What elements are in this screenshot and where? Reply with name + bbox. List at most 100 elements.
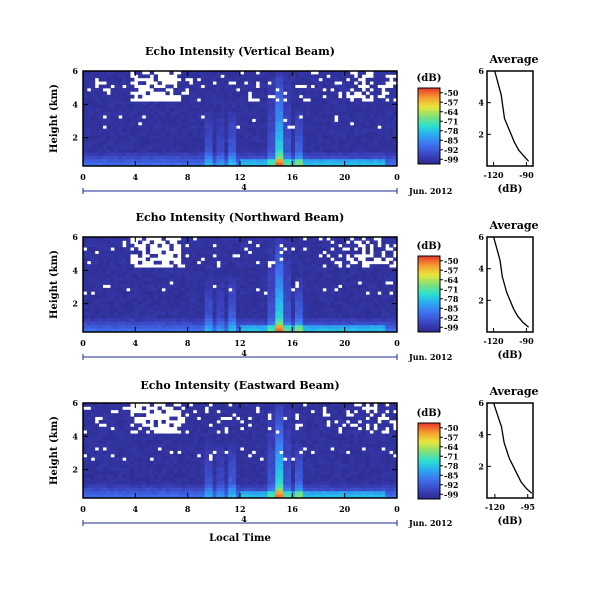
heatmap-cell <box>298 111 304 116</box>
heatmap-cell <box>83 237 88 241</box>
heatmap-cell <box>169 135 174 140</box>
heatmap-cell <box>110 301 115 306</box>
heatmap-cell <box>122 321 127 326</box>
heatmap-cell <box>326 308 331 313</box>
heatmap-cell <box>385 287 390 292</box>
heatmap-cell <box>349 138 355 143</box>
heatmap-cell <box>365 433 370 438</box>
heatmap-cell <box>314 328 319 333</box>
heatmap-cell <box>294 287 300 292</box>
heatmap-cell <box>334 423 339 428</box>
heatmap-cell <box>302 426 308 431</box>
heatmap-cell <box>118 128 123 133</box>
heatmap-cell <box>126 81 131 85</box>
heatmap-cell <box>243 149 249 153</box>
heatmap-cell <box>275 328 280 333</box>
heatmap-cell <box>102 318 107 323</box>
heatmap-cell <box>247 321 253 326</box>
heatmap-cell <box>83 419 88 424</box>
heatmap-cell <box>279 74 284 79</box>
heatmap-cell <box>173 135 178 140</box>
heatmap-cell <box>263 284 268 289</box>
heatmap-cell <box>345 152 351 157</box>
heatmap-cell <box>279 98 284 102</box>
heatmap-cell <box>342 416 347 421</box>
heatmap-cell <box>161 321 166 326</box>
heatmap-cell <box>259 135 264 140</box>
heatmap-cell <box>385 111 390 116</box>
heatmap-cell <box>291 325 296 329</box>
heatmap-cell <box>271 274 276 279</box>
heatmap-cell <box>349 152 355 157</box>
heatmap-cell <box>275 264 280 268</box>
heatmap-cell <box>243 291 249 296</box>
heatmap-cell <box>224 243 229 248</box>
heatmap-cell <box>279 277 284 282</box>
heatmap-cell <box>342 311 347 316</box>
heatmap-cell <box>90 128 96 133</box>
heatmap-cell <box>267 270 272 275</box>
heatmap-cell <box>94 426 100 431</box>
heatmap-cell <box>204 264 210 268</box>
heatmap-cell <box>161 152 166 157</box>
heatmap-cell <box>279 247 284 251</box>
heatmap-cell <box>275 294 280 299</box>
heatmap-cell <box>83 118 88 123</box>
heatmap-cell <box>263 77 268 82</box>
heatmap-cell <box>271 281 276 285</box>
heatmap-cell <box>137 308 143 313</box>
heatmap-cell <box>161 301 166 306</box>
heatmap-cell <box>287 291 292 296</box>
heatmap-cell <box>334 125 339 130</box>
heatmap-cell <box>283 270 288 275</box>
heatmap-cell <box>204 253 210 258</box>
heatmap-cell <box>83 321 88 326</box>
heatmap-cell <box>283 128 288 133</box>
heatmap-cell <box>200 260 206 265</box>
heatmap-cell <box>228 77 233 82</box>
heatmap-cell <box>302 260 308 265</box>
heatmap-cell <box>98 281 104 285</box>
heatmap-cell <box>204 94 210 99</box>
heatmap-cell <box>349 101 355 106</box>
heatmap-cell <box>145 250 151 255</box>
heatmap-cell <box>126 281 131 285</box>
heatmap-cell <box>361 138 367 143</box>
heatmap-cell <box>373 247 378 251</box>
heatmap-cell <box>318 98 323 102</box>
heatmap-cell <box>310 436 315 441</box>
heatmap-cell <box>283 413 288 417</box>
heatmap-cell <box>310 281 315 285</box>
heatmap-cell <box>220 159 225 163</box>
heatmap-cell <box>102 247 107 251</box>
heatmap-cell <box>232 243 237 248</box>
heatmap-cell <box>192 281 198 285</box>
heatmap-cell <box>389 128 394 133</box>
heatmap-cell <box>326 77 331 82</box>
heatmap-cell <box>114 260 119 265</box>
heatmap-cell <box>263 315 268 319</box>
heatmap-cell <box>192 436 198 441</box>
heatmap-cell <box>118 409 123 414</box>
heatmap-cell <box>240 270 245 275</box>
heatmap-cell <box>196 71 202 75</box>
heatmap-cell <box>381 115 386 119</box>
heatmap-cell <box>385 413 390 417</box>
heatmap-cell <box>267 436 272 441</box>
heatmap-cell <box>145 294 151 299</box>
heatmap-cell <box>279 135 284 140</box>
heatmap-cell <box>314 152 319 157</box>
heatmap-cell <box>345 274 351 279</box>
heatmap-cell <box>287 403 292 407</box>
heatmap-cell <box>216 71 221 75</box>
heatmap-cell <box>287 270 292 275</box>
heatmap-cell <box>322 162 327 167</box>
heatmap-cell <box>283 94 288 99</box>
heatmap-cell <box>326 149 331 153</box>
heatmap-cell <box>338 145 343 150</box>
heatmap-cell <box>165 321 170 326</box>
heatmap-cell <box>287 91 292 96</box>
heatmap-cell <box>188 135 194 140</box>
heatmap-cell <box>126 162 131 167</box>
heatmap-cell <box>294 74 300 79</box>
